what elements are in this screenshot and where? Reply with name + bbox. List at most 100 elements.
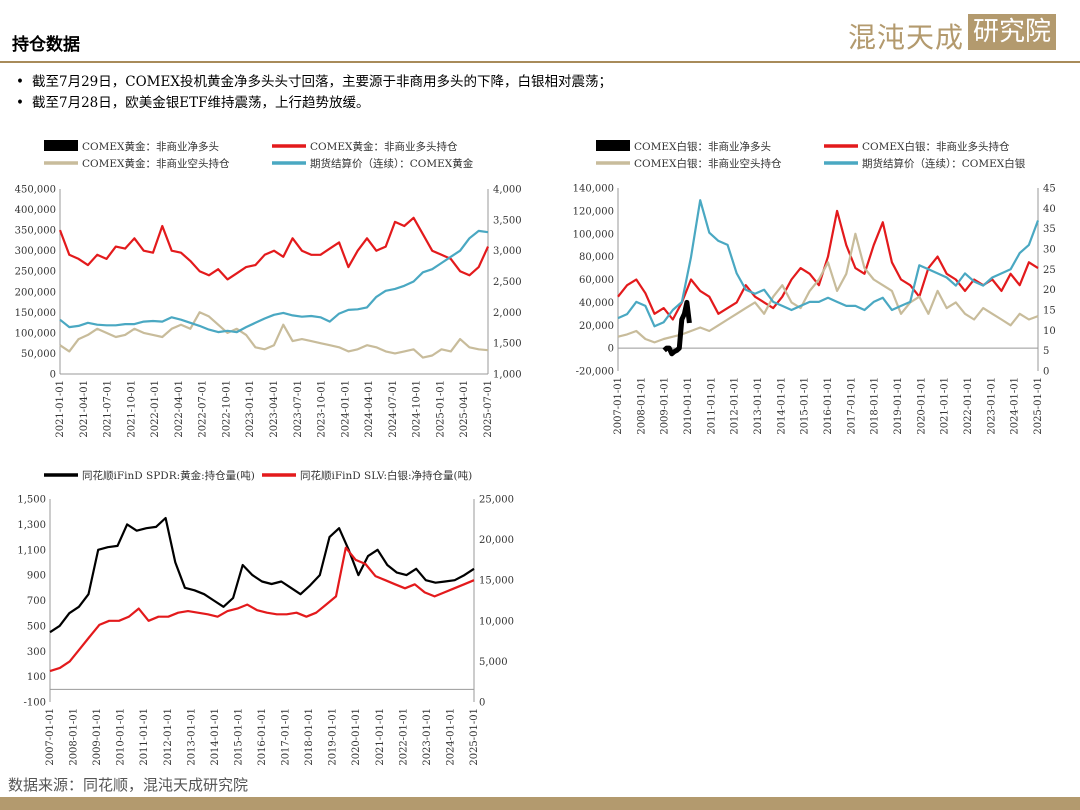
y-tick-left: 100 [27, 672, 46, 683]
y-tick-left: 80,000 [579, 252, 614, 263]
bullet-list: 截至7月29日，COMEX投机黄金净多头头寸回落，主要源于非商用多头的下降，白银… [16, 72, 612, 114]
header-divider [0, 61, 1080, 63]
y-tick-left: 900 [27, 571, 46, 582]
y-tick-left: 700 [27, 596, 46, 607]
y-tick-right: 30 [1043, 245, 1056, 256]
y-tick-left: 450,000 [15, 185, 56, 196]
x-tick: 2022-10-01 [221, 380, 232, 438]
y-tick-right: 2,500 [493, 277, 522, 288]
x-tick: 2016-01-01 [823, 377, 834, 435]
x-tick: 2013-01-01 [186, 708, 197, 766]
x-tick: 2012-01-01 [730, 377, 741, 435]
x-tick: 2012-01-01 [163, 708, 174, 766]
y-tick-left: -20,000 [576, 367, 614, 378]
x-tick: 2024-01-01 [1010, 377, 1021, 435]
y-tick-left: 300 [27, 647, 46, 658]
x-tick: 2007-01-01 [45, 708, 56, 766]
x-tick: 2024-01-01 [340, 380, 351, 438]
y-tick-left: 0 [50, 370, 56, 381]
legend-label: COMEX黄金：非商业多头持仓 [310, 140, 458, 153]
x-tick: 2018-01-01 [870, 377, 881, 435]
y-tick-right: 5 [1043, 346, 1049, 357]
x-tick: 2014-01-01 [210, 708, 221, 766]
y-tick-right: 5,000 [479, 657, 508, 668]
legend-label: 同花顺iFinD SLV:白银:净持仓量(吨) [300, 469, 472, 482]
x-tick: 2008-01-01 [69, 708, 80, 766]
x-tick: 2015-01-01 [233, 708, 244, 766]
bullet-item: 截至7月29日，COMEX投机黄金净多头头寸回落，主要源于非商用多头的下降，白银… [16, 72, 612, 93]
x-tick: 2025-01-01 [1033, 377, 1044, 435]
x-tick: 2009-01-01 [660, 377, 671, 435]
y-tick-left: 140,000 [573, 184, 614, 195]
footer-bar [0, 797, 1080, 810]
y-tick-left: 200,000 [15, 287, 56, 298]
x-tick: 2009-01-01 [92, 708, 103, 766]
x-tick: 2024-04-01 [364, 380, 375, 438]
y-tick-left: 1,500 [17, 495, 46, 506]
x-tick: 2023-07-01 [293, 380, 304, 438]
y-tick-right: 45 [1043, 184, 1056, 195]
x-tick: 2021-01-01 [55, 380, 66, 438]
series-line-0 [58, 216, 490, 281]
y-tick-left: 350,000 [15, 226, 56, 237]
chart-comex-gold: COMEX黄金：非商业净多头 COMEX黄金：非商业多头持仓 COMEX黄金：非商业… [15, 140, 522, 438]
x-tick: 2023-01-01 [422, 708, 433, 766]
y-tick-right: 15 [1043, 306, 1056, 317]
y-tick-right: 25,000 [479, 495, 514, 506]
x-tick: 2025-04-01 [459, 380, 470, 438]
series-line-1 [49, 546, 475, 673]
series-line-3 [662, 299, 692, 357]
x-tick: 2013-01-01 [753, 377, 764, 435]
x-tick: 2021-10-01 [126, 380, 137, 438]
y-tick-right: 35 [1043, 224, 1056, 235]
x-tick: 2017-01-01 [281, 708, 292, 766]
legend-swatch [44, 140, 78, 151]
x-tick: 2021-01-01 [940, 377, 951, 435]
data-source: 数据来源：同花顺，混沌天成研究院 [8, 776, 249, 794]
y-tick-right: 4,000 [493, 185, 522, 196]
y-tick-left: 100,000 [573, 229, 614, 240]
legend-label: 期货结算价（连续）：COMEX黄金 [310, 157, 474, 170]
x-tick: 2018-01-01 [304, 708, 315, 766]
y-tick-right: 2,000 [493, 308, 522, 319]
x-tick: 2025-01-01 [469, 708, 480, 766]
x-tick: 2022-01-01 [963, 377, 974, 435]
x-tick: 2010-01-01 [683, 377, 694, 435]
y-tick-left: 500 [27, 621, 46, 632]
x-tick: 2011-01-01 [706, 377, 717, 435]
y-tick-right: 0 [479, 698, 485, 709]
series-line-0 [49, 516, 475, 634]
y-tick-right: 1,000 [493, 370, 522, 381]
y-tick-left: 0 [608, 344, 614, 355]
logo-text: 混沌天成 [848, 21, 965, 54]
y-tick-left: 100,000 [15, 328, 56, 339]
legend-label: COMEX白银：非商业空头持仓 [634, 157, 782, 170]
y-tick-left: 20,000 [579, 321, 614, 332]
y-tick-right: 0 [1043, 367, 1049, 378]
y-tick-left: 40,000 [579, 298, 614, 309]
y-tick-left: 250,000 [15, 267, 56, 278]
y-tick-right: 20 [1043, 285, 1056, 296]
legend-label: 期货结算价（连续）：COMEX白银 [862, 157, 1026, 170]
logo-box: 研究院 [968, 14, 1056, 50]
x-tick: 2022-07-01 [198, 380, 209, 438]
x-tick: 2008-01-01 [636, 377, 647, 435]
chart-comex-silver: COMEX白银：非商业净多头 COMEX白银：非商业多头持仓 COMEX白银：非商业… [573, 140, 1056, 435]
y-tick-right: 10 [1043, 326, 1056, 337]
y-tick-left: 1,100 [17, 545, 46, 556]
y-tick-left: 1,300 [17, 520, 46, 531]
series-line-1 [617, 232, 1039, 344]
x-tick: 2021-07-01 [103, 380, 114, 438]
legend-label: COMEX黄金：非商业空头持仓 [82, 157, 230, 170]
y-tick-right: 20,000 [479, 535, 514, 546]
x-tick: 2024-07-01 [388, 380, 399, 438]
x-tick: 2022-04-01 [174, 380, 185, 438]
x-tick: 2021-01-01 [375, 708, 386, 766]
logo: 混沌天成 研究院 [848, 14, 1058, 54]
x-tick: 2014-01-01 [776, 377, 787, 435]
series-line-1 [59, 311, 489, 359]
x-tick: 2023-01-01 [245, 380, 256, 438]
y-tick-right: 1,500 [493, 339, 522, 350]
y-tick-right: 10,000 [479, 616, 514, 627]
y-tick-left: 400,000 [15, 205, 56, 216]
